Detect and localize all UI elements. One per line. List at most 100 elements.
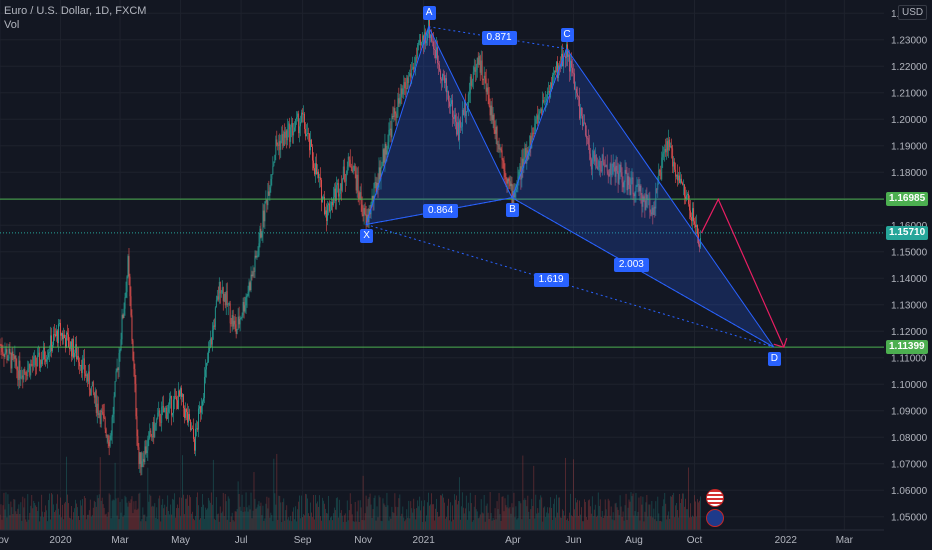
candle-body — [225, 291, 227, 306]
candle-body — [306, 134, 307, 137]
harmonic-pattern[interactable] — [365, 25, 775, 348]
horizontal-levels[interactable] — [0, 198, 884, 348]
projection-path[interactable] — [700, 197, 788, 348]
volume-bar — [163, 508, 165, 530]
candle-body — [27, 368, 29, 377]
candle-body — [171, 395, 173, 416]
candle-body — [431, 34, 432, 42]
volume-bar — [353, 521, 355, 530]
volume-bar — [184, 514, 185, 530]
candle-body — [655, 188, 657, 209]
volume-bar — [375, 520, 377, 530]
candle-body — [178, 390, 179, 409]
candle-body — [385, 144, 387, 155]
volume-bar — [693, 516, 694, 530]
volume-bar — [385, 506, 387, 530]
ratio-label-a-c[interactable]: 0.871 — [481, 30, 517, 45]
volume-bar — [509, 506, 511, 530]
candle-body — [525, 148, 527, 164]
volume-bar — [267, 508, 269, 530]
candle-body — [489, 105, 491, 116]
eu-flag-icon[interactable] — [706, 509, 724, 527]
volume-bar — [382, 498, 384, 530]
candle-body — [121, 314, 123, 340]
volume-bar — [21, 520, 23, 530]
volume-bar — [465, 495, 467, 530]
volume-bar — [60, 497, 61, 530]
candle-body — [72, 339, 73, 357]
volume-bar — [386, 492, 388, 530]
volume-bar — [229, 521, 231, 530]
candle-body — [666, 141, 668, 153]
volume-bar — [430, 504, 431, 530]
x-tick-label: Jul — [235, 535, 248, 546]
time-axis[interactable]: Nov 2020 Mar May Jul Sep Nov 2021 Apr Jun Aug Oct 20… — [0, 529, 884, 546]
pattern-point-x[interactable]: X — [360, 229, 374, 244]
volume-bar — [411, 508, 413, 530]
volume-bar — [54, 511, 55, 530]
candle-body — [417, 44, 419, 58]
candle-body — [159, 410, 161, 422]
candle-body — [466, 107, 468, 112]
candle-body — [214, 307, 216, 327]
candle-body — [252, 271, 254, 277]
candle-body — [406, 77, 408, 89]
volume-bar — [359, 500, 361, 530]
candle-body — [266, 200, 268, 206]
projection-line[interactable] — [700, 197, 785, 348]
volume-bar — [274, 493, 276, 530]
candle-body — [294, 127, 296, 132]
volume-bar — [18, 504, 20, 530]
volume-bar — [284, 520, 286, 530]
candle-body — [264, 201, 266, 222]
volume-bar — [686, 509, 687, 530]
price-axis[interactable]: 1.05000 1.06000 1.07000 1.08000 1.09000 1.100… — [884, 0, 932, 550]
candle-body — [177, 400, 178, 409]
candle-body — [223, 294, 225, 302]
volume-bar — [235, 511, 237, 530]
ratio-label-x-b[interactable]: 0.864 — [423, 204, 459, 219]
currency-button[interactable]: USD — [898, 5, 928, 20]
candle-body — [418, 42, 420, 45]
ratio-label-x-d[interactable]: 1.619 — [533, 272, 569, 287]
volume-bar — [133, 501, 135, 530]
pattern-point-a[interactable]: A — [422, 5, 436, 20]
volume-bar — [511, 503, 513, 530]
volume-bar — [614, 503, 616, 530]
candle-body — [545, 101, 547, 103]
candle-body — [398, 98, 400, 104]
candle-body — [631, 177, 633, 179]
candle-body — [302, 112, 304, 115]
volume-bar — [238, 493, 240, 530]
volume-bar — [595, 516, 597, 530]
volume-bar — [327, 513, 328, 530]
pattern-point-d[interactable]: D — [767, 352, 781, 367]
volume-bar — [313, 495, 314, 530]
candle-body — [124, 297, 126, 309]
candle-body — [559, 65, 560, 67]
candle-body — [153, 422, 155, 438]
volume-bar — [444, 502, 445, 530]
candle-body — [378, 167, 380, 188]
volume-bar — [5, 492, 7, 530]
us-flag-icon[interactable] — [706, 489, 724, 507]
volume-bar — [433, 504, 434, 530]
candle-body — [412, 67, 414, 70]
volume-bar — [423, 506, 425, 530]
candle-body — [113, 396, 115, 414]
candle-body — [433, 41, 434, 49]
volume-bar — [635, 493, 637, 530]
pattern-point-c[interactable]: C — [560, 27, 574, 42]
volume-bar — [631, 496, 633, 530]
candle-body — [216, 296, 218, 301]
volume-bar — [402, 506, 404, 530]
volume-bar — [338, 499, 340, 530]
candle-body — [147, 438, 149, 451]
candle-body — [15, 355, 17, 366]
pattern-point-b[interactable]: B — [505, 202, 519, 217]
ratio-label-b-d[interactable]: 2.003 — [613, 257, 649, 272]
volume-bar — [394, 493, 396, 530]
y-tick-label: 1.10000 — [891, 380, 928, 391]
y-tick-label: 1.14000 — [891, 274, 928, 285]
